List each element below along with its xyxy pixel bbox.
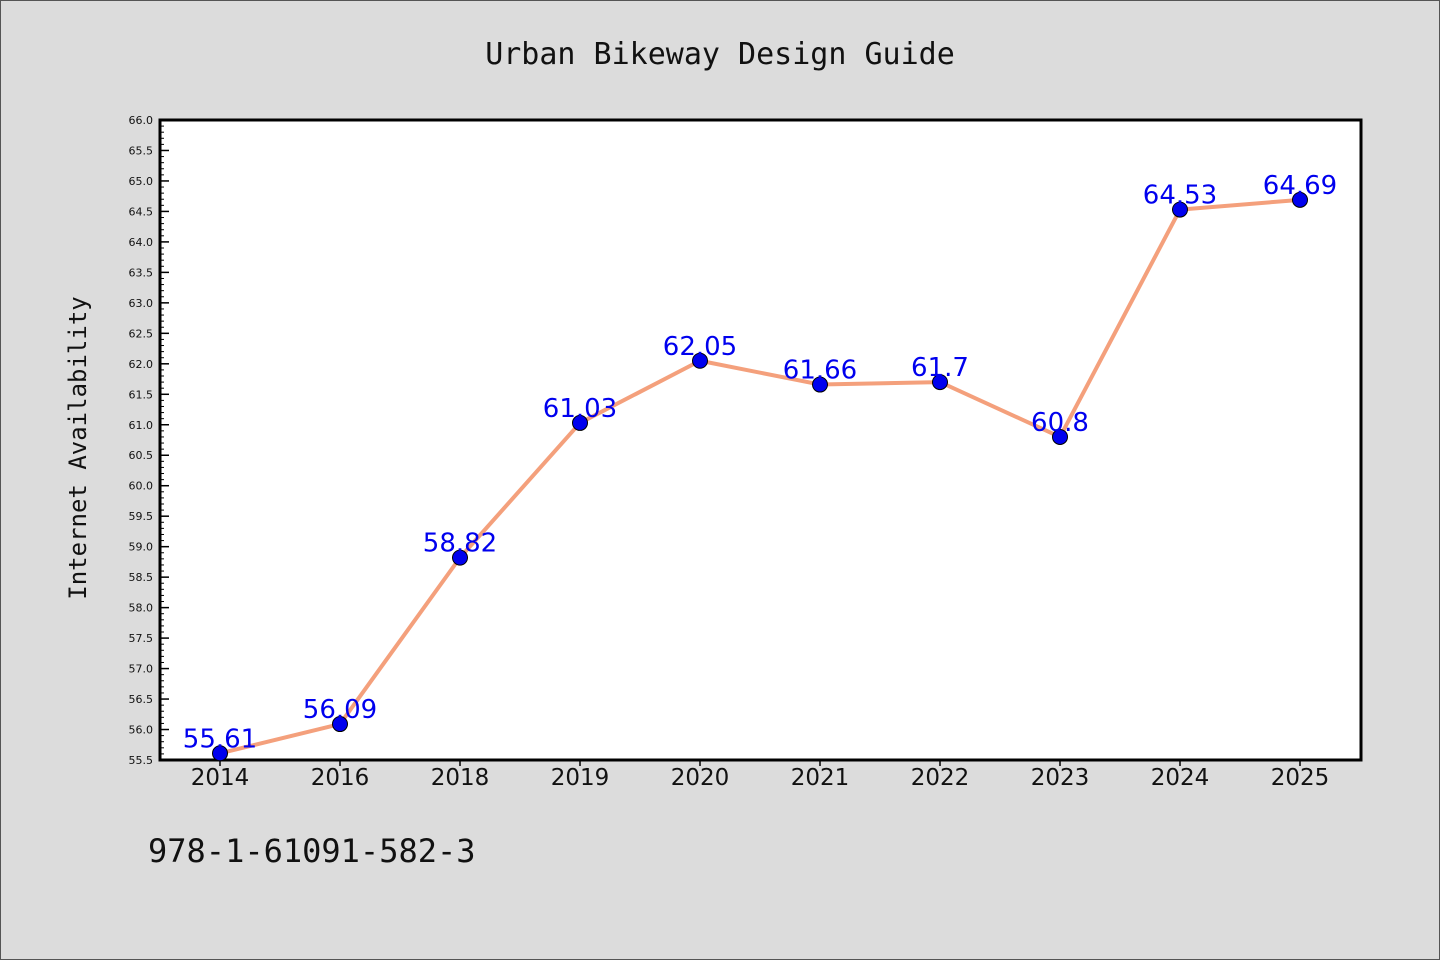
y-tick-label: 64.5 [129, 205, 154, 218]
y-tick-label: 60.5 [129, 449, 154, 462]
data-label: 61.03 [543, 394, 617, 424]
y-tick-label: 64.0 [129, 236, 154, 249]
data-label: 55.61 [183, 724, 257, 754]
data-point [332, 716, 348, 733]
data-point [452, 549, 468, 566]
data-labels: 55.61 56.09 58.82 61.03 62.05 61.66 61.7 60.8 64… [183, 171, 1337, 754]
data-point [1052, 428, 1068, 445]
data-point [932, 374, 948, 391]
data-label: 61.7 [911, 353, 969, 383]
data-label: 56.09 [303, 695, 377, 725]
plot-area [158, 118, 1363, 762]
y-tick-label: 61.5 [129, 388, 154, 401]
y-tick-label: 63.0 [129, 297, 154, 310]
data-point [812, 376, 828, 393]
x-tick-label: 2016 [311, 765, 370, 791]
x-tick-label: 2023 [1031, 765, 1090, 791]
y-tick-label: 59.0 [129, 541, 154, 554]
x-tick-label: 2021 [791, 765, 850, 791]
data-point [692, 352, 708, 369]
y-tick-label: 58.0 [129, 602, 154, 615]
x-tick-label: 2018 [431, 765, 490, 791]
x-axis-ticks: 2014 2016 2018 2019 2020 2021 2022 2023 2024 2025 [191, 760, 1330, 791]
data-label: 60.8 [1031, 408, 1089, 438]
y-tick-label: 65.5 [129, 144, 154, 157]
x-tick-label: 2022 [911, 765, 970, 791]
y-axis-label: Internet Availability [64, 296, 92, 599]
data-point [1292, 191, 1308, 208]
y-tick-label: 60.0 [129, 480, 154, 493]
y-tick-label: 55.5 [129, 754, 154, 767]
y-tick-label: 66.0 [129, 114, 154, 127]
y-tick-label: 56.0 [129, 724, 154, 737]
y-tick-label: 62.0 [129, 358, 154, 371]
data-label: 64.53 [1143, 181, 1217, 211]
data-markers [212, 191, 1308, 762]
footer-code: 978-1-61091-582-3 [148, 832, 476, 870]
series-line-group [218, 197, 1302, 756]
data-point [212, 745, 228, 762]
series-line [218, 197, 1302, 756]
y-tick-label: 65.0 [129, 175, 154, 188]
x-tick-label: 2019 [551, 765, 610, 791]
x-tick-label: 2014 [191, 765, 250, 791]
y-tick-label: 59.5 [129, 510, 154, 523]
data-label: 61.66 [783, 356, 857, 386]
x-tick-label: 2020 [671, 765, 730, 791]
y-tick-label: 57.5 [129, 632, 154, 645]
y-tick-label: 57.0 [129, 663, 154, 676]
data-label: 58.82 [423, 529, 497, 559]
x-tick-label: 2024 [1151, 765, 1210, 791]
y-tick-label: 58.5 [129, 571, 154, 584]
y-tick-label: 56.5 [129, 693, 154, 706]
data-label: 62.05 [663, 332, 737, 362]
y-tick-label: 61.0 [129, 419, 154, 432]
y-tick-label: 62.5 [129, 327, 154, 340]
x-tick-label: 2025 [1271, 765, 1330, 791]
chart-title: Urban Bikeway Design Guide [485, 37, 955, 72]
y-tick-label: 63.5 [129, 266, 154, 279]
data-point [1172, 201, 1188, 218]
y-axis-ticks: 55.5 56.0 56.5 57.0 57.5 58.0 58.5 59.0 59.5 60.0… [129, 114, 169, 767]
data-label: 64.69 [1263, 171, 1337, 201]
data-point [572, 414, 588, 431]
